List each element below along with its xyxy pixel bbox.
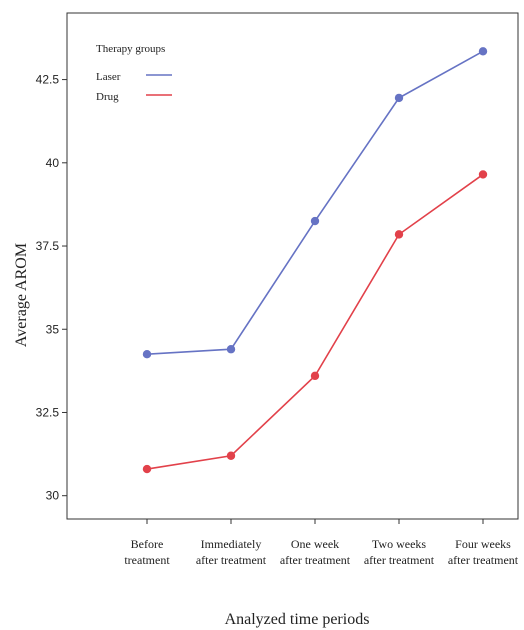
y-tick-label: 30 <box>46 489 60 503</box>
plot-area-frame <box>66 12 519 520</box>
x-tick-label-line: after treatment <box>448 553 519 567</box>
series-line-laser <box>146 50 484 356</box>
data-point-laser <box>142 350 152 359</box>
x-tick-label-line: Four weeks <box>455 537 511 551</box>
y-axis-title: Average AROM <box>13 243 30 347</box>
x-tick-label-line: One week <box>291 537 339 551</box>
x-tick-label: Immediately after treatment <box>196 537 267 567</box>
data-point-drug <box>310 371 320 381</box>
x-tick-label-line: after treatment <box>364 553 435 567</box>
data-point-drug <box>394 230 404 239</box>
x-tick-label-line: after treatment <box>196 553 267 567</box>
x-axis-title: Analyzed time periods <box>225 611 370 628</box>
data-point-laser <box>226 345 236 354</box>
data-point-drug <box>226 451 236 460</box>
y-tick-label: 35 <box>46 322 60 336</box>
series-layer <box>142 47 488 474</box>
legend-label-drug: Drug <box>96 91 119 103</box>
x-tick-label-line: treatment <box>124 553 170 567</box>
data-point-laser <box>310 216 320 226</box>
y-tick-label: 42.5 <box>36 73 60 87</box>
data-point-laser <box>394 93 404 103</box>
x-tick-label: Two weeks after treatment <box>364 537 435 567</box>
data-point-drug <box>478 170 488 179</box>
y-axis: 30 32.5 35 37.5 40 42.5 <box>36 73 67 503</box>
x-tick-label-line: Before <box>131 537 164 551</box>
x-tick-label: Before treatment <box>124 537 170 567</box>
data-point-laser <box>478 47 488 56</box>
data-point-drug <box>142 464 152 474</box>
legend-label-laser: Laser <box>96 71 121 83</box>
y-tick-label: 37.5 <box>36 239 60 253</box>
legend-title: Therapy groups <box>96 43 165 55</box>
x-tick-label: Four weeks after treatment <box>448 537 519 567</box>
legend: Therapy groups Laser Drug <box>96 43 172 103</box>
y-tick-label: 40 <box>46 156 60 170</box>
x-tick-label-line: Immediately <box>201 537 262 551</box>
x-tick-label: One week after treatment <box>280 537 351 567</box>
x-tick-label-line: Two weeks <box>372 537 426 551</box>
x-tick-label-line: after treatment <box>280 553 351 567</box>
y-tick-label: 32.5 <box>36 405 60 419</box>
x-axis: Before treatment Immediately after treatmen… <box>124 519 519 567</box>
